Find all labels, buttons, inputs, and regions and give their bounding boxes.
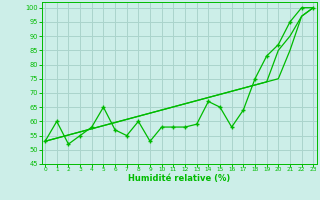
X-axis label: Humidité relative (%): Humidité relative (%) [128,174,230,183]
